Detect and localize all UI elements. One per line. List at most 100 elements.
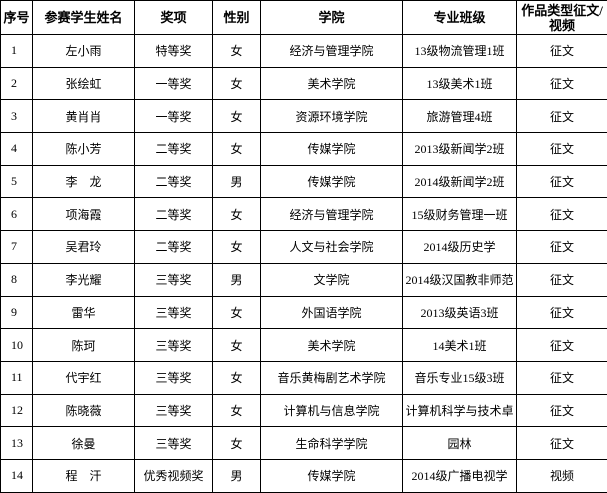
table-cell: 2013级英语3班: [403, 296, 517, 329]
table-cell: 二等奖: [135, 165, 213, 198]
table-cell: 传媒学院: [261, 133, 403, 166]
header-cell: 作品类型征文/视频: [517, 1, 607, 35]
table-cell: 三等奖: [135, 394, 213, 427]
table-cell: 7: [1, 231, 33, 264]
table-cell: 视频: [517, 459, 607, 492]
header-cell: 参赛学生姓名: [33, 1, 135, 35]
table-cell: 旅游管理4班: [403, 100, 517, 133]
table-cell: 女: [213, 296, 261, 329]
table-cell: 计算机与信息学院: [261, 394, 403, 427]
table-cell: 征文: [517, 263, 607, 296]
table-cell: 计算机科学与技术卓: [403, 394, 517, 427]
table-cell: 代宇红: [33, 361, 135, 394]
table-cell: 15级财务管理一班: [403, 198, 517, 231]
table-cell: 吴君玲: [33, 231, 135, 264]
table-cell: 男: [213, 459, 261, 492]
header-cell: 专业班级: [403, 1, 517, 35]
table-cell: 雷华: [33, 296, 135, 329]
table-cell: 8: [1, 263, 33, 296]
table-cell: 陈珂: [33, 329, 135, 362]
table-cell: 园林: [403, 427, 517, 460]
table-cell: 李光耀: [33, 263, 135, 296]
table-cell: 征文: [517, 198, 607, 231]
table-cell: 二等奖: [135, 198, 213, 231]
table-cell: 音乐黄梅剧艺术学院: [261, 361, 403, 394]
table-cell: 男: [213, 165, 261, 198]
table-cell: 3: [1, 100, 33, 133]
table-cell: 资源环境学院: [261, 100, 403, 133]
table-cell: 三等奖: [135, 361, 213, 394]
table-cell: 女: [213, 35, 261, 68]
table-cell: 三等奖: [135, 427, 213, 460]
table-cell: 一等奖: [135, 67, 213, 100]
table-cell: 徐曼: [33, 427, 135, 460]
table-cell: 经济与管理学院: [261, 198, 403, 231]
table-cell: 女: [213, 231, 261, 264]
table-cell: 11: [1, 361, 33, 394]
table-cell: 13级美术1班: [403, 67, 517, 100]
table-cell: 2014级汉国教非师范: [403, 263, 517, 296]
table-cell: 女: [213, 427, 261, 460]
table-cell: 音乐专业15级3班: [403, 361, 517, 394]
table-cell: 黄肖肖: [33, 100, 135, 133]
header-cell: 性别: [213, 1, 261, 35]
table-cell: 征文: [517, 361, 607, 394]
table-cell: 女: [213, 133, 261, 166]
table-cell: 9: [1, 296, 33, 329]
table-cell: 女: [213, 394, 261, 427]
table-cell: 10: [1, 329, 33, 362]
table-cell: 传媒学院: [261, 165, 403, 198]
table-cell: 一等奖: [135, 100, 213, 133]
table-cell: 征文: [517, 231, 607, 264]
table-cell: 二等奖: [135, 231, 213, 264]
table-cell: 14: [1, 459, 33, 492]
table-cell: 征文: [517, 35, 607, 68]
table-cell: 2014级广播电视学: [403, 459, 517, 492]
table-cell: 程 汗: [33, 459, 135, 492]
table-cell: 5: [1, 165, 33, 198]
table-cell: 女: [213, 67, 261, 100]
table-cell: 特等奖: [135, 35, 213, 68]
table-cell: 征文: [517, 329, 607, 362]
table-cell: 左小雨: [33, 35, 135, 68]
table-cell: 优秀视频奖: [135, 459, 213, 492]
table-cell: 2014级历史学: [403, 231, 517, 264]
table-cell: 2013级新闻学2班: [403, 133, 517, 166]
table-cell: 征文: [517, 427, 607, 460]
table-cell: 6: [1, 198, 33, 231]
header-cell: 学院: [261, 1, 403, 35]
table-cell: 征文: [517, 394, 607, 427]
header-row: 序号参赛学生姓名奖项性别学院专业班级作品类型征文/视频: [1, 1, 607, 35]
table-cell: 项海霞: [33, 198, 135, 231]
table-cell: 征文: [517, 67, 607, 100]
header-cell: 奖项: [135, 1, 213, 35]
table-cell: 女: [213, 361, 261, 394]
table-cell: 三等奖: [135, 263, 213, 296]
table-cell: 陈晓薇: [33, 394, 135, 427]
header-cell: 序号: [1, 1, 33, 35]
table-cell: 4: [1, 133, 33, 166]
table-cell: 文学院: [261, 263, 403, 296]
table-cell: 女: [213, 198, 261, 231]
table-cell: 13: [1, 427, 33, 460]
table-cell: 征文: [517, 296, 607, 329]
table-cell: 征文: [517, 165, 607, 198]
table-cell: 生命科学学院: [261, 427, 403, 460]
table-cell: 男: [213, 263, 261, 296]
table-cell: 美术学院: [261, 329, 403, 362]
table-cell: 13级物流管理1班: [403, 35, 517, 68]
